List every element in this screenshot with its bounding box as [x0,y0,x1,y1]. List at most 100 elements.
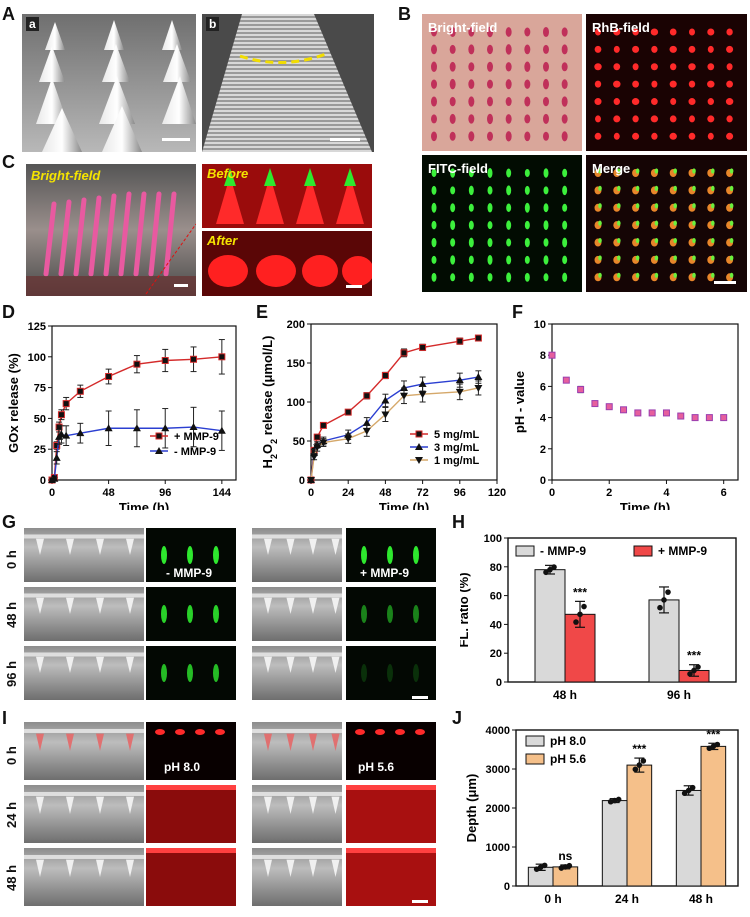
needle-dot [726,45,734,53]
x-tick-label: 4 [663,487,670,499]
fluorescence-image [346,528,436,582]
needle-dot [468,96,475,107]
needle-dot [729,255,734,261]
fluorescent-needle [355,729,365,735]
needle-dot [524,131,531,142]
needle-dot [595,115,601,123]
replicate-point [547,566,553,573]
needle-dot [632,63,639,71]
needle-dot [673,255,677,261]
needle-dot [505,62,512,72]
needle-dot [651,98,658,106]
needle-dot [654,237,659,244]
data-point [720,414,728,422]
needle-shape [66,656,74,673]
time-label: 0 h [4,550,19,569]
needle-dot [650,63,658,71]
data-point [57,411,65,419]
plot-frame [551,323,739,481]
x-tick-label: 144 [213,487,232,499]
needle-shape [66,733,74,751]
x-tick-label: 6 [721,487,727,499]
needle-dot [449,113,456,124]
y-tick-label: 0 [496,677,502,689]
needle-shape [286,656,295,673]
legend-swatch [633,545,653,557]
y-tick-label: 100 [484,533,502,545]
needle-dot [431,237,437,248]
needle-dot [594,98,602,106]
needle-shape [36,859,44,877]
patch-base [24,728,144,733]
needle-dot [543,255,549,265]
needle-dot [524,237,530,248]
data-point [381,396,390,404]
needle-dot [524,185,530,195]
needle-shape [126,796,134,814]
needle-dot [635,272,640,278]
patch-base [24,593,144,598]
data-point [381,411,390,419]
replicate-point [573,619,579,625]
needle-dot [707,45,714,53]
needle-dot [524,61,531,72]
needle-dot [632,132,640,140]
replicate-point [657,604,663,611]
needle-shape [264,796,272,814]
needle-dot [487,26,493,38]
sem-image-b: b [202,14,374,152]
y-tick-label: 6 [540,381,546,393]
needle-dot [688,45,696,53]
fluorescent-needle [213,605,219,623]
time-label: 24 h [4,801,19,828]
needle-dot [468,114,475,124]
needle-dot [562,168,568,178]
replicate-point [665,589,671,595]
needle-shape [331,859,340,877]
needle-shape [309,859,317,877]
needle-dot [468,79,475,90]
data-point [310,453,319,461]
needle-dot [729,237,734,244]
replicate-point [543,569,549,576]
needle-dot [561,131,568,142]
time-label: 96 h [4,660,19,687]
needle-dot [468,131,475,142]
gel-photo [24,722,144,780]
needle-dot [505,114,512,124]
needle-dot [543,113,549,124]
needle-dot [711,237,715,244]
needle-shape [309,733,317,751]
data-point [57,430,66,438]
needle-dot [543,61,549,72]
needle-dot [468,185,474,196]
needle-shape [96,796,104,814]
needle-dot [543,220,549,231]
needle-dot [524,272,530,282]
needle-dot [598,220,602,226]
x-axis-label: Time (h) [119,500,169,510]
data-point [362,419,371,427]
data-point [189,423,198,431]
needle-dot [468,237,474,248]
needle-dot [487,96,493,107]
fluorescent-needle [361,605,367,623]
needle-dot [598,255,602,261]
needle-dot [726,132,734,140]
needle-dot [632,115,639,123]
needle-dot [524,27,531,37]
needle-dot [729,220,734,226]
data-point [474,373,483,381]
bar [552,866,579,887]
needle-dot [468,255,474,265]
needle-shape [309,796,317,814]
needle-dot [431,131,437,142]
needle-dot [711,203,715,209]
needle-dot [650,28,659,36]
needle-dot [487,61,493,72]
data-point [455,388,464,396]
needle-dot [673,168,677,174]
fitc-field-image: FITC-field [422,155,582,292]
needle-dot [617,203,621,209]
replicate-point [632,766,639,773]
